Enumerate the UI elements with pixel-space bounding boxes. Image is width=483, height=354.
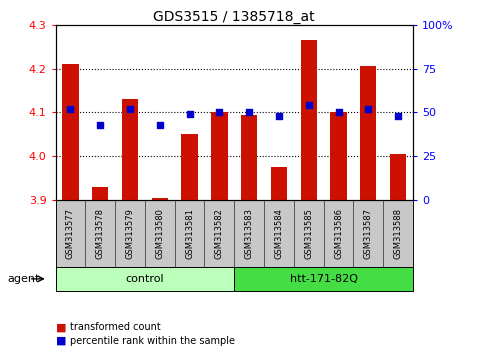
Bar — [92, 187, 108, 200]
Text: GSM313577: GSM313577 — [66, 208, 75, 259]
Bar — [56, 267, 234, 291]
Point — [335, 110, 342, 115]
Point — [305, 103, 313, 108]
Text: htt-171-82Q: htt-171-82Q — [290, 274, 357, 284]
Text: ■: ■ — [56, 336, 66, 346]
Text: GSM313582: GSM313582 — [215, 208, 224, 259]
Point — [185, 111, 193, 117]
Text: GSM313583: GSM313583 — [245, 208, 254, 259]
Bar — [330, 113, 347, 200]
Bar — [360, 67, 376, 200]
Text: GSM313584: GSM313584 — [274, 208, 284, 259]
Text: transformed count: transformed count — [70, 322, 161, 332]
Text: GSM313587: GSM313587 — [364, 208, 373, 259]
Text: GSM313588: GSM313588 — [394, 208, 402, 259]
Point — [156, 122, 164, 127]
Bar — [122, 99, 138, 200]
Text: GSM313578: GSM313578 — [96, 208, 105, 259]
Point — [215, 110, 223, 115]
Bar — [182, 134, 198, 200]
Text: agent: agent — [7, 274, 40, 284]
Title: GDS3515 / 1385718_at: GDS3515 / 1385718_at — [154, 10, 315, 24]
Bar — [152, 198, 168, 200]
Bar — [56, 200, 413, 267]
Point — [394, 113, 402, 119]
Bar — [211, 113, 227, 200]
Point — [275, 113, 283, 119]
Text: GSM313581: GSM313581 — [185, 208, 194, 259]
Text: GSM313586: GSM313586 — [334, 208, 343, 259]
Point — [364, 106, 372, 112]
Text: percentile rank within the sample: percentile rank within the sample — [70, 336, 235, 346]
Bar — [300, 40, 317, 200]
Text: GSM313585: GSM313585 — [304, 208, 313, 259]
Bar — [271, 167, 287, 200]
Bar — [390, 154, 406, 200]
Bar — [62, 64, 79, 200]
Bar — [241, 115, 257, 200]
Text: control: control — [126, 274, 164, 284]
Text: GSM313580: GSM313580 — [156, 208, 164, 259]
Text: ■: ■ — [56, 322, 66, 332]
Point — [126, 106, 134, 112]
Bar — [234, 267, 413, 291]
Point — [97, 122, 104, 127]
Point — [67, 106, 74, 112]
Text: GSM313579: GSM313579 — [126, 208, 134, 259]
Point — [245, 110, 253, 115]
